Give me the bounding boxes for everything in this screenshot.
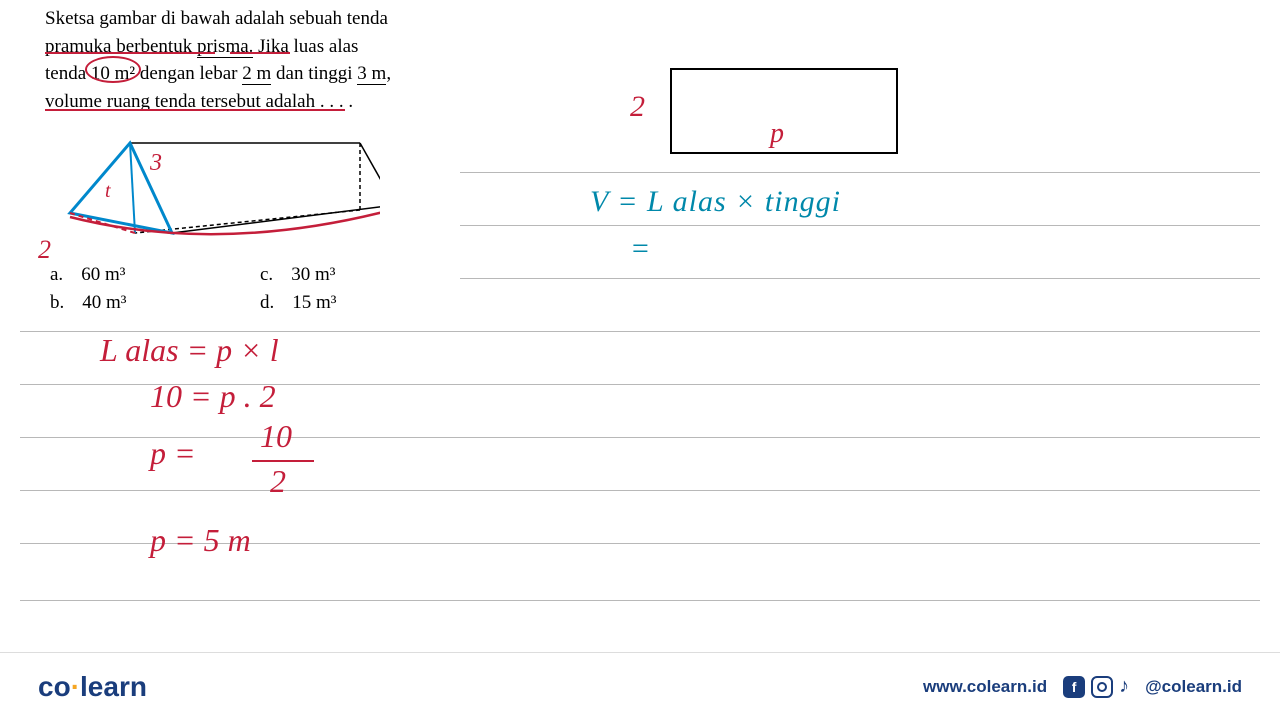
v-equation: V = L alas × tinggi: [590, 185, 841, 219]
ruled-line: [460, 225, 1260, 226]
red-underline-2: [230, 52, 290, 54]
diagram-label-2: 2: [38, 235, 51, 265]
prism-diagram: 3 t: [40, 135, 380, 255]
ruled-line: [20, 437, 1260, 438]
instagram-icon: [1091, 676, 1113, 698]
ruled-line: [20, 600, 1260, 601]
ruled-line: [460, 278, 1260, 279]
red-underline-1: [45, 52, 215, 54]
box-label-2: 2: [630, 90, 645, 124]
logo: co·learn: [38, 671, 147, 703]
answer-choices: a.60 m³ c.30 m³ b.40 m³ d.15 m³: [50, 264, 440, 314]
p-result: p = 5 m: [150, 522, 251, 559]
fraction-line: [252, 460, 314, 462]
footer-right: www.colearn.id f ♪ @colearn.id: [923, 675, 1242, 698]
question-line1: Sketsa gambar di bawah adalah sebuah ten…: [45, 5, 445, 33]
answer-c: c.30 m³: [260, 264, 440, 286]
frac-num: 10: [260, 418, 292, 455]
circle-annotation: [85, 56, 141, 83]
question-line4: volume ruang tenda tersebut adalah . . .…: [45, 88, 445, 116]
p-equals: p =: [150, 435, 196, 472]
diagram-label-3: 3: [149, 150, 162, 176]
box-label-p: p: [770, 118, 784, 150]
frac-den: 2: [270, 463, 286, 500]
rectangle-box: [670, 68, 898, 154]
answer-b: b.40 m³: [50, 292, 250, 314]
answer-d: d.15 m³: [260, 292, 440, 314]
tiktok-icon: ♪: [1119, 675, 1129, 698]
footer-handle: @colearn.id: [1145, 677, 1242, 697]
footer: co·learn www.colearn.id f ♪ @colearn.id: [0, 652, 1280, 720]
footer-url: www.colearn.id: [923, 677, 1047, 697]
ruled-line: [460, 172, 1260, 173]
answer-a: a.60 m³: [50, 264, 250, 286]
equals-sign: =: [630, 232, 650, 266]
facebook-icon: f: [1063, 676, 1085, 698]
social-icons: f ♪: [1063, 675, 1129, 698]
red-underline-3: [45, 109, 345, 111]
ruled-line: [20, 490, 1260, 491]
diagram-label-t: t: [105, 180, 111, 202]
lalas-equation: L alas = p × l: [100, 332, 279, 369]
ten-equation: 10 = p . 2: [150, 378, 276, 415]
